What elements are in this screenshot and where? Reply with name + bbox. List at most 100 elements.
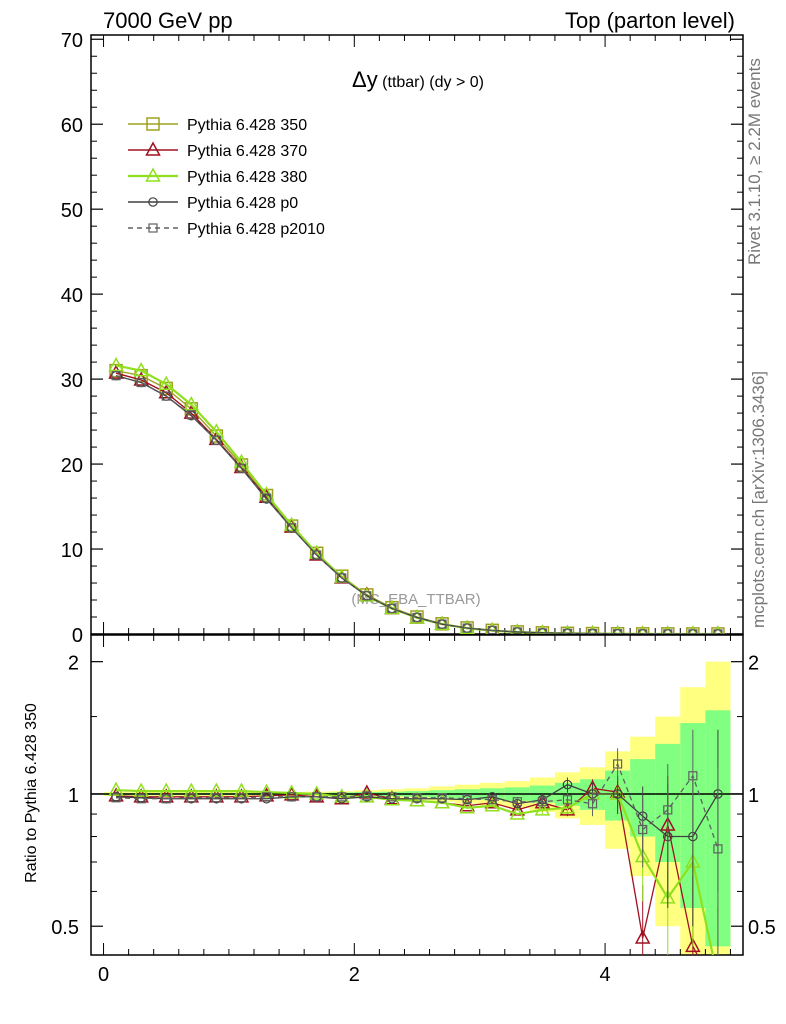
side-note-mcplots: mcplots.cern.ch [arXiv:1306.3436] xyxy=(749,371,768,628)
header-left: 7000 GeV pp xyxy=(103,8,233,33)
axis-ticks xyxy=(91,35,743,955)
data-point xyxy=(437,619,447,629)
ratio-point xyxy=(559,799,576,814)
data-point xyxy=(287,523,297,533)
y-tick-label: 20 xyxy=(61,455,83,477)
ratio-point xyxy=(261,792,272,802)
ratio-panel-frame xyxy=(90,634,744,956)
legend-label: Pythia 6.428 370 xyxy=(187,143,307,160)
ratio-point xyxy=(713,844,723,854)
ratio-point xyxy=(211,793,221,803)
plot-title-sub: (ttbar) (dy > 0) xyxy=(378,74,484,91)
x-tick-label: 2 xyxy=(349,964,360,986)
legend-entry-pythia-6-428-350: Pythia 6.428 350 xyxy=(128,117,307,134)
ratio-point xyxy=(512,797,522,807)
data-point xyxy=(183,396,200,411)
ratio-point xyxy=(158,782,174,797)
data-point xyxy=(412,612,422,623)
legend-label: Pythia 6.428 p2010 xyxy=(187,221,325,238)
ratio-point xyxy=(133,782,149,797)
ratio-point xyxy=(534,801,551,816)
ratio-point xyxy=(459,797,475,812)
y-tick-label: 10 xyxy=(61,540,83,562)
ratio-point xyxy=(287,792,297,802)
series-line xyxy=(115,375,718,634)
ratio-point xyxy=(233,782,250,797)
ratio-point xyxy=(183,782,200,797)
ratio-point xyxy=(613,759,623,769)
data-point xyxy=(587,625,598,634)
ratio-tick-label: 1 xyxy=(748,785,759,807)
ratio-point xyxy=(562,779,573,790)
ratio-point xyxy=(688,771,698,781)
ratio-point xyxy=(136,794,146,804)
ratio-point xyxy=(312,792,322,802)
legend-entry-pythia-6-428-380: Pythia 6.428 380 xyxy=(128,167,307,186)
data-point xyxy=(111,371,121,381)
data-point xyxy=(613,629,623,634)
ratio-line xyxy=(116,783,719,838)
data-point xyxy=(236,463,247,473)
ratio-point xyxy=(186,793,196,803)
data-point xyxy=(638,629,648,634)
ratio-point xyxy=(537,797,547,807)
ratio-tick-label: 0.5 xyxy=(748,917,776,939)
ratio-point xyxy=(612,789,623,799)
legend-marker xyxy=(148,223,158,233)
x-tick-label: 0 xyxy=(98,964,109,986)
data-point xyxy=(537,628,547,634)
legend-entry-pythia-6-428-p0: Pythia 6.428 p0 xyxy=(128,195,298,212)
ratio-point xyxy=(634,929,651,944)
legend-marker xyxy=(145,167,161,182)
ratio-ylabel: Ratio to Pythia 6.428 350 xyxy=(23,703,40,883)
series-pythia-6-428-p2010 xyxy=(111,371,723,634)
ratio-line xyxy=(116,789,714,955)
side-note-rivet: Rivet 3.1.10, ≥ 2.2M events xyxy=(745,58,764,265)
data-point xyxy=(136,377,146,388)
ratio-point xyxy=(685,937,701,953)
data-point xyxy=(487,625,497,634)
axis-tick-labels: 0 10 20 30 40 50 60 70 0 2 4 0.5 0.5 1 1 2 2 xyxy=(51,30,776,986)
legend-marker xyxy=(145,141,161,156)
header-right: Top (parton level) xyxy=(565,8,735,33)
data-point xyxy=(161,391,171,401)
ratio-point xyxy=(509,805,526,820)
legend-entry-pythia-6-428-p2010: Pythia 6.428 p2010 xyxy=(128,221,325,238)
data-point xyxy=(211,435,221,445)
ratio-point xyxy=(362,791,372,801)
data-point xyxy=(663,629,673,634)
legend-label: Pythia 6.428 p0 xyxy=(187,195,298,212)
data-point xyxy=(512,627,522,634)
ratio-point xyxy=(111,793,121,803)
ratio-point xyxy=(437,793,447,803)
legend: Pythia 6.428 350 Pythia 6.428 370 Pythia 6… xyxy=(128,117,325,238)
data-point xyxy=(387,603,397,614)
ratio-series xyxy=(108,729,723,955)
y-tick-label: 0 xyxy=(72,625,83,647)
data-point xyxy=(108,356,124,372)
y-tick-label: 40 xyxy=(61,285,83,307)
ratio-point xyxy=(258,783,275,798)
ratio-point xyxy=(484,797,500,812)
ratio-point xyxy=(412,793,422,803)
data-point xyxy=(312,550,322,560)
ratio-point xyxy=(387,792,397,802)
uncertainty-bands xyxy=(91,661,743,955)
ratio-point xyxy=(663,805,673,815)
ratio-series-pythia-6-428-p2010 xyxy=(111,729,723,955)
ratio-tick-label: 1 xyxy=(68,785,79,807)
ratio-line xyxy=(116,762,719,850)
ratio-point xyxy=(236,793,247,803)
y-tick-label: 30 xyxy=(61,370,83,392)
data-point xyxy=(261,493,272,503)
data-point xyxy=(337,573,347,583)
plot-title: Δy (ttbar) (dy > 0) xyxy=(352,67,484,92)
data-point xyxy=(562,628,573,634)
y-tick-label: 50 xyxy=(61,200,83,222)
ratio-point xyxy=(638,824,648,835)
legend-label: Pythia 6.428 350 xyxy=(187,117,307,134)
data-point xyxy=(688,625,698,634)
data-point xyxy=(462,623,472,633)
data-point xyxy=(158,375,174,390)
